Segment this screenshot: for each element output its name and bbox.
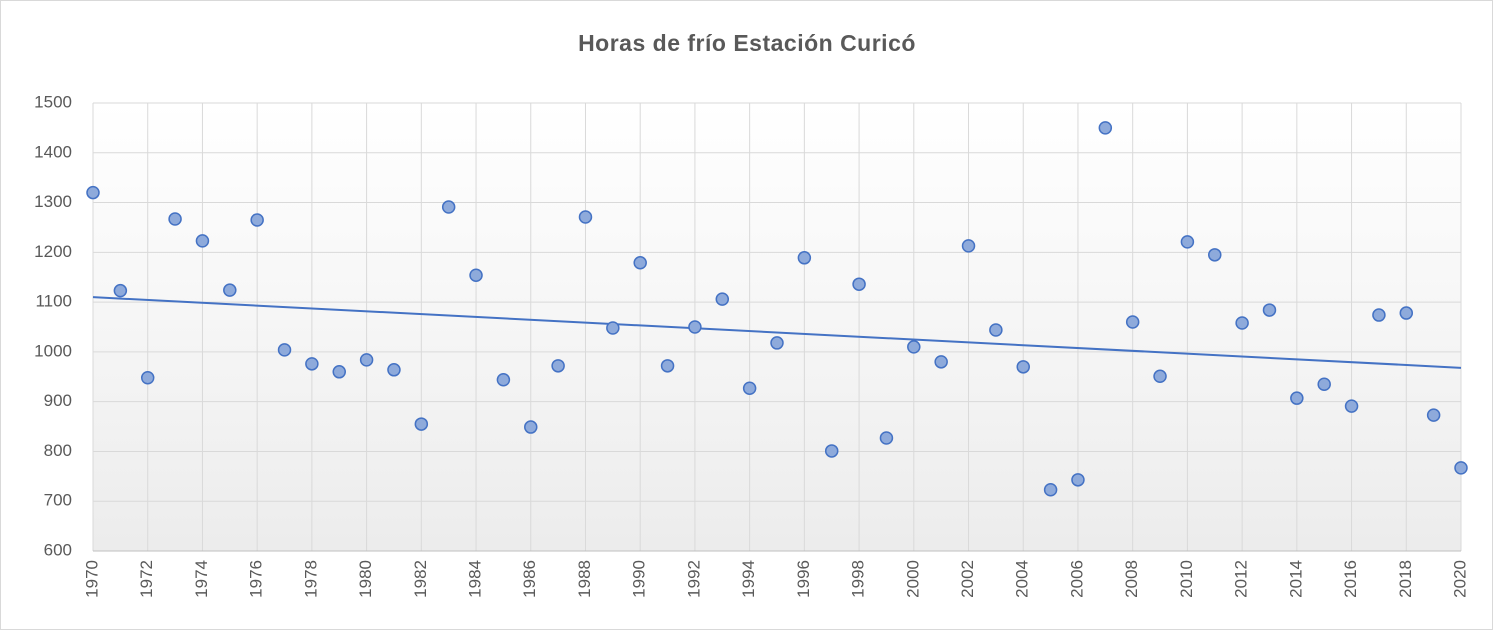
point: [1235, 316, 1249, 330]
x-tick-label: 2006: [1067, 560, 1086, 598]
point: [1317, 377, 1331, 391]
point: [961, 239, 976, 253]
point: [879, 431, 894, 445]
point: [387, 363, 401, 377]
x-tick-label: 1972: [137, 560, 156, 598]
y-tick-label: 600: [44, 540, 72, 559]
point: [305, 357, 319, 371]
x-tick-label: 2000: [903, 560, 922, 598]
point: [824, 444, 839, 458]
point: [469, 268, 483, 282]
x-tick-label: 2012: [1232, 560, 1251, 598]
point: [332, 365, 346, 379]
point: [606, 321, 620, 335]
point: [195, 234, 210, 248]
point: [524, 420, 538, 434]
point: [1180, 235, 1195, 249]
x-tick-label: 2020: [1450, 560, 1469, 598]
point: [1344, 399, 1359, 413]
x-tick-label: 1994: [739, 560, 758, 598]
y-tick-label: 1100: [35, 292, 72, 311]
x-tick-label: 2018: [1396, 560, 1415, 598]
x-tick-label: 1970: [82, 560, 101, 598]
x-tick-label: 2004: [1013, 560, 1032, 598]
point: [660, 359, 675, 373]
point: [414, 417, 429, 431]
y-tick-label: 1200: [34, 242, 72, 261]
point: [1290, 391, 1304, 405]
x-tick-label: 2008: [1122, 560, 1141, 598]
point: [441, 200, 456, 214]
x-tick-label: 1988: [575, 560, 594, 598]
x-tick-label: 1976: [247, 560, 266, 598]
point: [1098, 121, 1113, 135]
x-tick-label: 1986: [520, 560, 539, 598]
y-tick-label: 700: [44, 491, 72, 510]
x-tick-label: 1984: [466, 560, 485, 598]
point: [1208, 248, 1222, 262]
x-tick-label: 2010: [1177, 560, 1196, 598]
y-tick-label: 800: [44, 441, 72, 460]
point: [1016, 360, 1030, 374]
x-tick-label: 2002: [958, 560, 977, 598]
point: [113, 283, 128, 298]
point: [1071, 473, 1085, 487]
point: [86, 185, 100, 200]
point: [359, 353, 374, 367]
x-tick-label: 1978: [301, 560, 320, 598]
chart-title: Horas de frío Estación Curicó: [578, 30, 916, 56]
point: [688, 320, 702, 334]
point: [797, 251, 812, 265]
y-tick-label: 1400: [34, 142, 72, 161]
point: [223, 283, 237, 297]
point: [496, 373, 511, 387]
x-tick-label: 1998: [849, 560, 868, 598]
point: [770, 336, 784, 350]
point: [1125, 315, 1140, 329]
x-tick-label: 1996: [794, 560, 813, 598]
point: [715, 292, 730, 306]
plot-area: [93, 103, 1461, 551]
point: [140, 371, 155, 385]
point: [168, 212, 182, 226]
point: [250, 213, 264, 227]
x-tick-label: 2014: [1286, 560, 1305, 598]
point: [852, 277, 866, 291]
x-tick-label: 1990: [630, 560, 649, 598]
y-tick-label: 1300: [34, 192, 72, 211]
point: [1454, 461, 1468, 475]
point: [551, 359, 565, 373]
y-tick-label: 900: [44, 391, 72, 410]
point: [742, 381, 757, 395]
x-tick-label: 1992: [684, 560, 703, 598]
point: [1399, 306, 1414, 320]
point: [1426, 408, 1441, 422]
y-tick-label: 1000: [34, 341, 72, 360]
trendline: [92, 296, 1462, 369]
point: [633, 256, 647, 270]
point: [578, 210, 593, 224]
point: [1262, 303, 1277, 317]
y-tick-label: 1500: [34, 92, 72, 111]
x-tick-label: 1982: [411, 560, 430, 598]
point: [1372, 308, 1386, 322]
point: [1153, 369, 1167, 384]
point: [934, 355, 948, 369]
x-tick-label: 1980: [356, 560, 375, 598]
x-tick-label: 1974: [192, 560, 211, 598]
x-tick-label: 2016: [1341, 560, 1360, 598]
point: [1043, 483, 1058, 497]
point: [989, 323, 1003, 337]
point: [907, 340, 921, 354]
point: [277, 343, 292, 357]
